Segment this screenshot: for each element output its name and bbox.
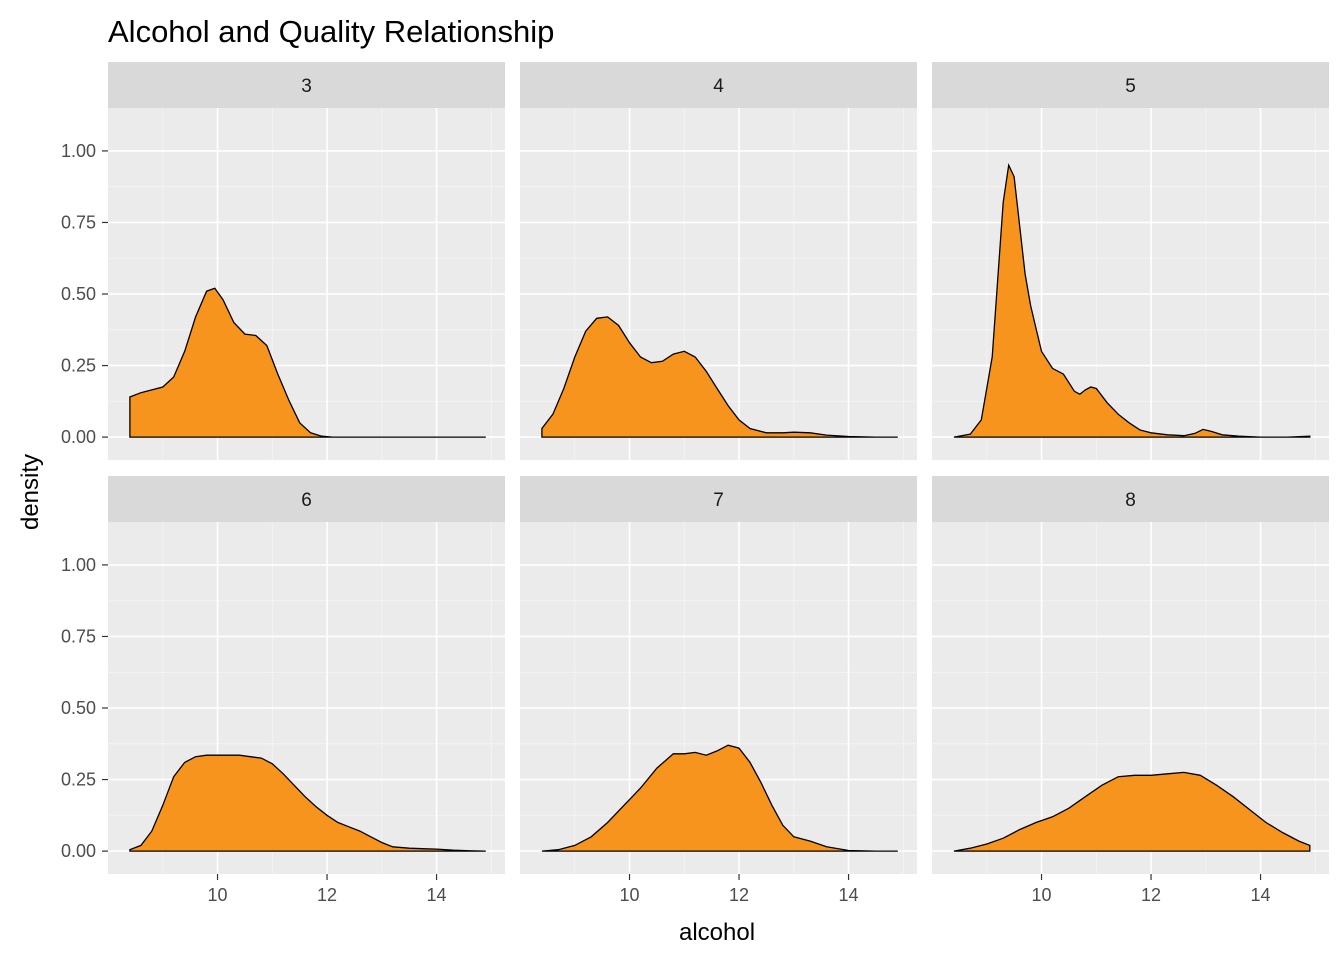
x-tick-label: 10 [1032, 885, 1052, 905]
x-tick-label: 10 [208, 885, 228, 905]
y-tick-label: 0.00 [61, 841, 96, 861]
density-area-quality-4 [541, 316, 898, 438]
facet-strip-label: 8 [1125, 490, 1136, 511]
facet-strip-bg [932, 476, 1329, 522]
facet-panels: 3 4 5 6 7 8 [108, 62, 1329, 874]
facet-strip-label: 5 [1125, 76, 1136, 97]
x-tick-label: 12 [317, 885, 337, 905]
facet-strip-label: 6 [301, 490, 312, 511]
facet-strip-bg [520, 476, 917, 522]
y-tick-label: 0.25 [61, 356, 96, 376]
x-tick-label: 14 [839, 885, 859, 905]
facet-strip-bg [108, 62, 505, 108]
density-area-quality-7 [541, 744, 898, 852]
x-axis-title: alcohol [679, 919, 755, 946]
y-axis-title: density [17, 454, 44, 530]
facet-panel-7: 7 [520, 476, 917, 874]
x-axes: 10 12 14 10 12 14 10 12 14 [208, 874, 1271, 905]
facet-panel-5: 5 [932, 62, 1329, 460]
density-area-quality-8 [953, 771, 1311, 852]
y-tick-label: 0.50 [61, 698, 96, 718]
facet-strip-label: 7 [713, 490, 724, 511]
x-tick-label: 12 [729, 885, 749, 905]
facet-panel-4: 4 [520, 62, 917, 460]
y-tick-label: 1.00 [61, 141, 96, 161]
density-area-quality-5 [953, 162, 1311, 438]
y-axes: 0.00 0.25 0.50 0.75 1.00 0.00 0.25 0.50 0.75 1.00 [61, 141, 108, 861]
y-tick-label: 1.00 [61, 555, 96, 575]
facet-panel-8: 8 [932, 476, 1329, 874]
facet-panel-6: 6 [108, 476, 505, 874]
y-tick-label: 0.25 [61, 770, 96, 790]
facet-strip-bg [520, 62, 917, 108]
facet-panel-3: 3 [108, 62, 505, 460]
x-tick-label: 14 [1251, 885, 1271, 905]
y-tick-label: 0.00 [61, 427, 96, 447]
facet-strip-label: 4 [713, 76, 724, 97]
density-area-quality-6 [129, 754, 486, 852]
density-area-quality-3 [129, 287, 486, 438]
y-tick-label: 0.75 [61, 626, 96, 646]
y-tick-label: 0.75 [61, 212, 96, 232]
facet-strip-bg [108, 476, 505, 522]
facet-strip-bg [932, 62, 1329, 108]
chart-title: Alcohol and Quality Relationship [108, 14, 554, 49]
facet-strip-label: 3 [301, 76, 312, 97]
x-tick-label: 14 [427, 885, 447, 905]
y-tick-label: 0.50 [61, 284, 96, 304]
x-tick-label: 12 [1141, 885, 1161, 905]
x-tick-label: 10 [620, 885, 640, 905]
